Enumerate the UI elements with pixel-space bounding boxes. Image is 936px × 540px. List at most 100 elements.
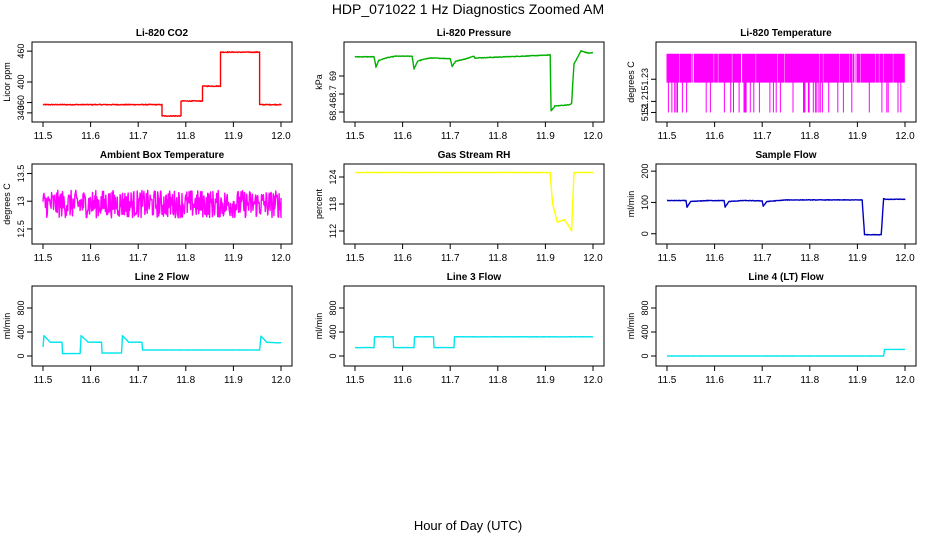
panel-6: Sample Flow 11.5 11.6 11.7 11.8 11.9 12.0 0 100 2… xyxy=(626,150,917,264)
panel-7: Line 2 Flow 11.5 11.6 11.7 11.8 11.9 12.0 0 400 8… xyxy=(2,272,293,386)
panel-5: Gas Stream RH 11.5 11.6 11.7 11.8 11.9 12.0 112… xyxy=(314,150,605,264)
x-tick-label: 11.7 xyxy=(441,131,460,142)
x-tick-label: 11.9 xyxy=(848,375,867,386)
x-tick-label: 12.0 xyxy=(271,253,291,264)
y-tick-label: 800 xyxy=(640,300,650,315)
panel-4: Ambient Box Temperature 11.5 11.6 11.7 11.8 1… xyxy=(2,150,293,264)
x-tick-label: 11.6 xyxy=(705,253,724,264)
x-tick-label: 12.0 xyxy=(583,253,603,264)
y-tick-label: 400 xyxy=(328,324,338,339)
y-tick-label: 13.5 xyxy=(16,165,26,183)
x-tick-label: 11.9 xyxy=(848,131,867,142)
y-tick-label: 124 xyxy=(328,169,338,184)
y-axis-label: percent xyxy=(314,188,324,219)
y-axis-label: degrees C xyxy=(626,61,636,103)
x-tick-label: 11.6 xyxy=(705,375,724,386)
x-tick-label: 11.5 xyxy=(658,253,677,264)
x-tick-label: 11.5 xyxy=(346,375,365,386)
y-tick-label: 51.23 xyxy=(640,68,650,91)
y-tick-label: 0 xyxy=(16,353,26,358)
x-tick-label: 11.6 xyxy=(81,253,100,264)
panel-title: Ambient Box Temperature xyxy=(100,150,225,161)
y-tick-label: 13 xyxy=(16,196,26,206)
panel-3: Li-820 Temperature 11.5 11.6 11.7 11.8 11.9 12… xyxy=(626,28,917,142)
x-tick-label: 12.0 xyxy=(583,375,603,386)
figure-title: HDP_071022 1 Hz Diagnostics Zoomed AM xyxy=(331,1,605,17)
y-axis-label: ml/min xyxy=(314,313,324,340)
y-tick-label: 68.7 xyxy=(328,85,338,103)
y-tick-label: 800 xyxy=(16,300,26,315)
x-tick-label: 11.8 xyxy=(488,253,507,264)
y-tick-label: 400 xyxy=(16,324,26,339)
x-tick-label: 12.0 xyxy=(895,131,915,142)
data-series xyxy=(354,336,594,349)
y-tick-label: 118 xyxy=(328,197,338,211)
data-series xyxy=(666,53,905,113)
plot-frame xyxy=(655,285,917,367)
y-tick-label: 51.2 xyxy=(640,104,650,122)
y-tick-label: 200 xyxy=(640,164,650,179)
x-tick-label: 11.8 xyxy=(176,131,195,142)
plot-frame xyxy=(343,285,605,367)
plot-frame xyxy=(343,163,605,245)
x-axis-caption: Hour of Day (UTC) xyxy=(413,518,523,533)
y-tick-label: 340 xyxy=(16,105,26,120)
x-tick-label: 11.6 xyxy=(393,375,412,386)
panel-2: Li-820 Pressure 11.5 11.6 11.7 11.8 11.9 12.0 6… xyxy=(314,28,605,142)
y-tick-label: 68.4 xyxy=(328,103,338,121)
y-tick-label: 400 xyxy=(16,74,26,89)
x-tick-label: 11.5 xyxy=(658,375,677,386)
x-tick-label: 11.8 xyxy=(488,375,507,386)
y-tick-label: 0 xyxy=(328,353,338,358)
x-tick-label: 11.6 xyxy=(393,131,412,142)
x-tick-label: 11.5 xyxy=(34,253,53,264)
x-tick-label: 11.9 xyxy=(536,375,555,386)
y-axis-label: ml/min xyxy=(626,191,636,218)
x-tick-label: 11.8 xyxy=(800,131,819,142)
x-tick-label: 11.8 xyxy=(176,375,195,386)
y-tick-label: 800 xyxy=(328,300,338,315)
data-series xyxy=(354,49,594,112)
y-tick-label: 0 xyxy=(640,353,650,358)
y-tick-label: 12.5 xyxy=(16,220,26,238)
x-tick-label: 11.7 xyxy=(753,131,772,142)
x-tick-label: 12.0 xyxy=(271,375,291,386)
y-tick-label: 460 xyxy=(16,44,26,59)
x-tick-label: 11.9 xyxy=(536,253,555,264)
y-axis-label: ml/min xyxy=(626,313,636,340)
plot-frame xyxy=(343,41,605,123)
panel-title: Li-820 Pressure xyxy=(437,28,512,39)
plot-frame xyxy=(655,163,917,245)
x-tick-label: 11.7 xyxy=(129,253,148,264)
y-axis-label: Licor ppm xyxy=(2,62,12,102)
x-tick-label: 11.7 xyxy=(753,253,772,264)
x-tick-label: 11.6 xyxy=(705,131,724,142)
x-tick-label: 11.7 xyxy=(441,253,460,264)
x-tick-label: 12.0 xyxy=(583,131,603,142)
x-tick-label: 11.5 xyxy=(346,131,365,142)
x-tick-label: 12.0 xyxy=(895,253,915,264)
x-tick-label: 11.9 xyxy=(224,253,243,264)
x-tick-label: 11.8 xyxy=(800,253,819,264)
panel-title: Gas Stream RH xyxy=(438,150,511,161)
x-tick-label: 11.7 xyxy=(441,375,460,386)
x-tick-label: 11.9 xyxy=(224,131,243,142)
panel-title: Line 3 Flow xyxy=(447,272,502,283)
y-tick-label: 112 xyxy=(328,224,338,238)
panel-9: Line 4 (LT) Flow 11.5 11.6 11.7 11.8 11.9 12.0… xyxy=(626,272,917,386)
x-tick-label: 11.7 xyxy=(129,375,148,386)
y-tick-label: 51.21 xyxy=(640,90,650,113)
x-tick-label: 11.7 xyxy=(129,131,148,142)
y-tick-label: 0 xyxy=(640,231,650,236)
data-series xyxy=(666,348,906,357)
panel-title: Line 4 (LT) Flow xyxy=(748,272,824,283)
panel-title: Li-820 CO2 xyxy=(136,28,189,39)
x-tick-label: 11.8 xyxy=(800,375,819,386)
y-tick-label: 360 xyxy=(16,95,26,110)
x-tick-label: 11.6 xyxy=(393,253,412,264)
y-axis-label: kPa xyxy=(314,74,324,90)
x-tick-label: 11.5 xyxy=(34,375,53,386)
panel-title: Li-820 Temperature xyxy=(740,28,832,39)
x-tick-label: 11.9 xyxy=(536,131,555,142)
